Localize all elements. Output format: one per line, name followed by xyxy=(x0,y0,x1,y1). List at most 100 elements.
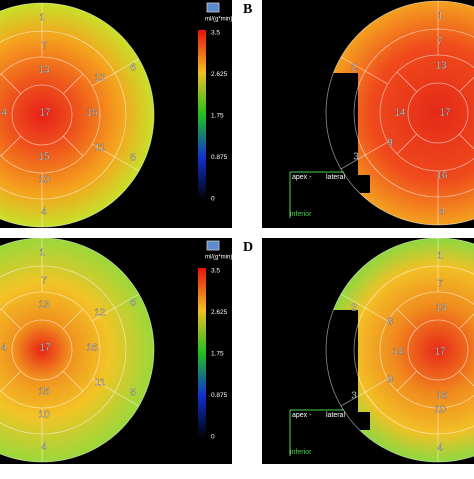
sector-line xyxy=(0,308,22,330)
segment-label: 16 xyxy=(436,171,448,182)
segment-label: 17 xyxy=(439,108,451,119)
legend-label: lateral xyxy=(326,174,346,181)
legend-label: apex - xyxy=(292,412,312,419)
segment-label: 16 xyxy=(436,391,448,402)
segment-label: 9 xyxy=(387,138,393,149)
sector-line xyxy=(458,133,474,150)
legend-label: apex - xyxy=(292,174,312,181)
sector-line xyxy=(458,76,474,93)
colorbar-tick-label: 3.5 xyxy=(211,30,220,37)
segment-label: 2 xyxy=(351,303,357,314)
segment-label: 14 xyxy=(392,347,404,358)
toolbar-icon xyxy=(206,2,220,13)
sector-line xyxy=(62,308,84,330)
segment-label: 1 xyxy=(39,248,45,259)
legend-label: lateral xyxy=(326,412,346,419)
segment-label: 1 xyxy=(437,251,443,262)
segment-label: 10 xyxy=(38,410,50,421)
missing-region xyxy=(321,73,370,193)
segment-label: 15 xyxy=(38,387,50,398)
ring xyxy=(407,82,469,144)
sector-line xyxy=(92,58,140,87)
legend-label: inferior xyxy=(290,449,312,456)
sector-line xyxy=(92,143,140,172)
colorbar-tick-label: 0.875 xyxy=(211,154,228,161)
segment-label: 11 xyxy=(95,143,106,154)
missing-region xyxy=(321,310,370,430)
colorbar-tick-label: 2.625 xyxy=(211,309,228,316)
segment-label: 11 xyxy=(95,378,106,389)
segment-label: 12 xyxy=(94,308,106,319)
ring xyxy=(11,84,73,146)
segment-label: 6 xyxy=(130,63,136,74)
sector-line xyxy=(396,71,418,93)
sector-line xyxy=(92,293,140,322)
panel-label: B xyxy=(243,2,252,17)
colorbar-tick-label: 3.5 xyxy=(211,268,220,275)
segment-label: 17 xyxy=(39,343,51,354)
segment-label: 16 xyxy=(86,108,98,119)
polar-disc xyxy=(0,3,154,227)
segment-label: 5 xyxy=(130,388,136,399)
segment-label: 7 xyxy=(437,279,443,290)
colorbar-tick-label: 1.75 xyxy=(211,113,224,120)
sector-line xyxy=(340,293,388,322)
segment-label: 4 xyxy=(439,207,445,218)
segment-label: 13 xyxy=(38,300,50,311)
sector-line xyxy=(458,313,474,330)
sector-line xyxy=(62,73,84,95)
segment-label: 4 xyxy=(1,108,7,119)
polar-disc xyxy=(326,1,474,225)
polar-disc xyxy=(326,238,474,462)
sector-line xyxy=(340,141,388,170)
segment-label: 10 xyxy=(38,175,50,186)
colorbar-tick-label: 0.875 xyxy=(211,392,228,399)
colorbar-tick-label: 2.625 xyxy=(211,71,228,78)
colorbar-tick-label: 0 xyxy=(211,196,215,203)
colorbar xyxy=(198,268,206,438)
sector-line xyxy=(458,370,474,387)
sector-line xyxy=(340,56,388,85)
segment-label: 15 xyxy=(38,152,50,163)
sector-line xyxy=(0,73,22,95)
polar-disc xyxy=(0,238,154,462)
sector-line xyxy=(62,370,84,392)
ring xyxy=(407,319,469,381)
segment-label: 7 xyxy=(437,37,443,48)
segment-label: 6 xyxy=(130,298,136,309)
ring xyxy=(11,319,73,381)
sector-line xyxy=(62,135,84,157)
sector-line xyxy=(396,308,418,330)
segment-label: 14 xyxy=(394,108,406,119)
panel-label: D xyxy=(243,240,253,255)
segment-label: 17 xyxy=(434,347,446,358)
sector-line xyxy=(0,370,22,392)
sector-line xyxy=(396,133,418,155)
segment-label: 5 xyxy=(130,153,136,164)
segment-label: 7 xyxy=(41,41,47,52)
segment-label: 10 xyxy=(434,405,446,416)
sector-line xyxy=(0,135,22,157)
segment-label: 16 xyxy=(86,343,98,354)
segment-label: 3 xyxy=(351,391,357,402)
toolbar-icon xyxy=(206,240,220,251)
sector-line xyxy=(340,378,388,407)
colorbar-unit: ml/(g*min) xyxy=(205,17,232,23)
colorbar-unit: ml/(g*min) xyxy=(205,255,232,261)
segment-label: 9 xyxy=(387,375,393,386)
sector-line xyxy=(396,370,418,392)
legend-label: inferior xyxy=(290,211,312,218)
segment-label: 13 xyxy=(435,61,447,72)
colorbar-tick-label: 1.75 xyxy=(211,351,224,358)
sector-line xyxy=(92,378,140,407)
segment-label: 4 xyxy=(437,443,443,454)
segment-label: 3 xyxy=(353,152,359,163)
segment-label: 17 xyxy=(39,108,51,119)
